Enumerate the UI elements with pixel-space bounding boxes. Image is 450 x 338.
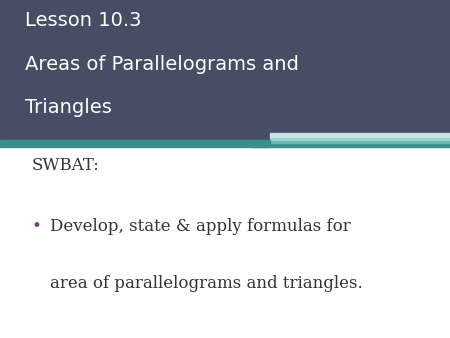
Bar (0, 0, 450, 144)
Bar (270, 133, 450, 137)
Text: SWBAT:: SWBAT: (32, 157, 99, 174)
Text: Triangles: Triangles (25, 98, 112, 117)
Text: area of parallelograms and triangles.: area of parallelograms and triangles. (50, 275, 362, 292)
Bar (0, 140, 270, 147)
Bar (270, 137, 450, 140)
Text: Develop, state & apply formulas for: Develop, state & apply formulas for (50, 218, 350, 235)
Text: •: • (32, 218, 41, 235)
Bar (0, 144, 450, 338)
Bar (252, 143, 450, 147)
Bar (270, 140, 450, 143)
Text: Lesson 10.3: Lesson 10.3 (25, 11, 141, 30)
Text: Areas of Parallelograms and: Areas of Parallelograms and (25, 54, 299, 74)
